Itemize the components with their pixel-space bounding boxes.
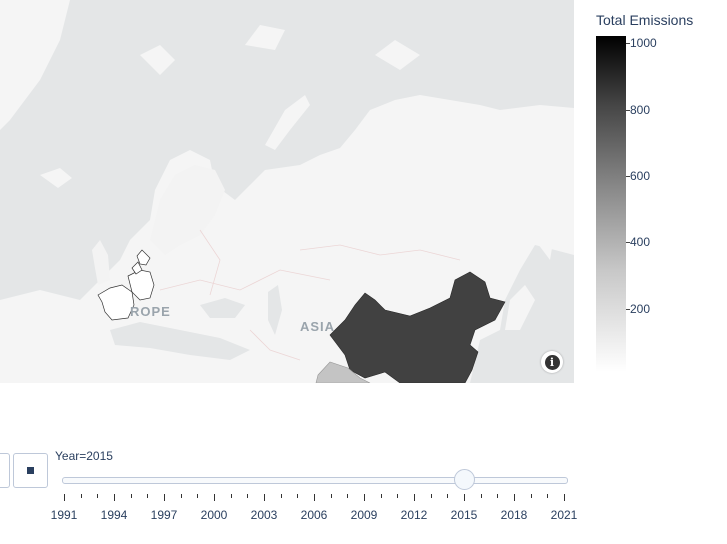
japan-land <box>505 285 535 330</box>
stop-button[interactable] <box>13 453 48 488</box>
slider-current-value: Year=2015 <box>55 449 113 463</box>
country-china <box>329 271 506 383</box>
colorbar-tick-mark <box>626 309 630 310</box>
slider-minor-tick <box>97 494 99 498</box>
slider-minor-tick <box>147 494 149 498</box>
info-icon: i <box>544 354 560 370</box>
slider-minor-tick <box>130 494 132 498</box>
slider-minor-tick <box>380 494 382 498</box>
colorbar-tick-label: 800 <box>630 103 651 117</box>
slider-major-tick <box>214 494 215 501</box>
colorbar-tick-label: 1000 <box>630 36 657 50</box>
region-label-asia: ASIA <box>300 319 336 334</box>
slider-tick-label: 1991 <box>50 508 78 522</box>
slider-minor-tick <box>180 494 182 498</box>
scandinavia-land <box>150 165 225 255</box>
slider-minor-tick <box>530 494 532 498</box>
region-label-europe: ROPE <box>130 304 171 319</box>
slider-tick-label: 1997 <box>150 508 178 522</box>
year-slider-rail[interactable] <box>62 477 568 484</box>
slider-minor-tick <box>447 494 449 498</box>
slider-major-tick <box>364 494 365 501</box>
slider-minor-tick <box>197 494 199 498</box>
slider-minor-tick <box>397 494 399 498</box>
slider-minor-tick <box>430 494 432 498</box>
stop-icon <box>27 467 34 474</box>
slider-major-tick <box>314 494 315 501</box>
slider-major-tick <box>114 494 115 501</box>
slider-tick-label: 2006 <box>300 508 328 522</box>
slider-minor-tick <box>497 494 499 498</box>
country-denmark <box>136 249 151 266</box>
slider-tick-label: 2015 <box>450 508 478 522</box>
colorbar-tick-label: 400 <box>630 235 651 249</box>
caspian-sea <box>268 285 282 335</box>
choropleth-map[interactable]: ROPE ASIA i <box>0 0 574 383</box>
slider-minor-tick <box>80 494 82 498</box>
novaya-zemlya <box>265 95 310 150</box>
slider-tick-label: 2000 <box>200 508 228 522</box>
slider-minor-tick <box>480 494 482 498</box>
basemap <box>0 0 574 383</box>
slider-minor-tick <box>247 494 249 498</box>
slider-major-tick <box>464 494 465 501</box>
iceland-land <box>40 168 72 188</box>
colorbar-tick-mark <box>626 176 630 177</box>
slider-tick-label: 2018 <box>500 508 528 522</box>
slider-tick-label: 2009 <box>350 508 378 522</box>
mediterranean-sea <box>110 322 250 360</box>
colorbar: Total Emissions 1000 800 600 400 200 <box>594 12 719 377</box>
year-slider-handle[interactable] <box>454 469 475 490</box>
country-borders <box>159 229 461 361</box>
colorbar-tick-mark <box>626 43 630 44</box>
slider-minor-tick <box>230 494 232 498</box>
slider-major-tick <box>514 494 515 501</box>
slider-tick-label: 2012 <box>400 508 428 522</box>
slider-tick-label: 2021 <box>550 508 578 522</box>
greenland-land <box>0 0 70 130</box>
slider-major-tick <box>164 494 165 501</box>
svalbard <box>140 45 175 75</box>
colorbar-title: Total Emissions <box>596 12 694 28</box>
country-france <box>97 284 135 321</box>
slider-tick-label: 1994 <box>100 508 128 522</box>
slider-minor-tick <box>547 494 549 498</box>
colorbar-tick-label: 600 <box>630 169 651 183</box>
britain-land <box>92 240 110 285</box>
slider-minor-tick <box>297 494 299 498</box>
slider-minor-tick <box>280 494 282 498</box>
country-india <box>315 361 371 383</box>
arctic-island-2 <box>375 40 420 70</box>
slider-major-tick <box>564 494 565 501</box>
play-button[interactable] <box>0 453 10 488</box>
slider-major-tick <box>64 494 65 501</box>
info-button[interactable]: i <box>541 351 563 373</box>
colorbar-tick-mark <box>626 110 630 111</box>
kamchatka-land <box>535 215 555 260</box>
slider-minor-tick <box>330 494 332 498</box>
slider-major-tick <box>414 494 415 501</box>
black-sea <box>200 298 245 318</box>
arctic-island-1 <box>245 25 285 50</box>
slider-tick-label: 2003 <box>250 508 278 522</box>
colorbar-tick-label: 200 <box>630 302 651 316</box>
country-netherlands <box>131 261 143 275</box>
colorbar-tick-mark <box>626 242 630 243</box>
slider-major-tick <box>264 494 265 501</box>
slider-minor-tick <box>347 494 349 498</box>
colorbar-gradient <box>596 36 626 372</box>
